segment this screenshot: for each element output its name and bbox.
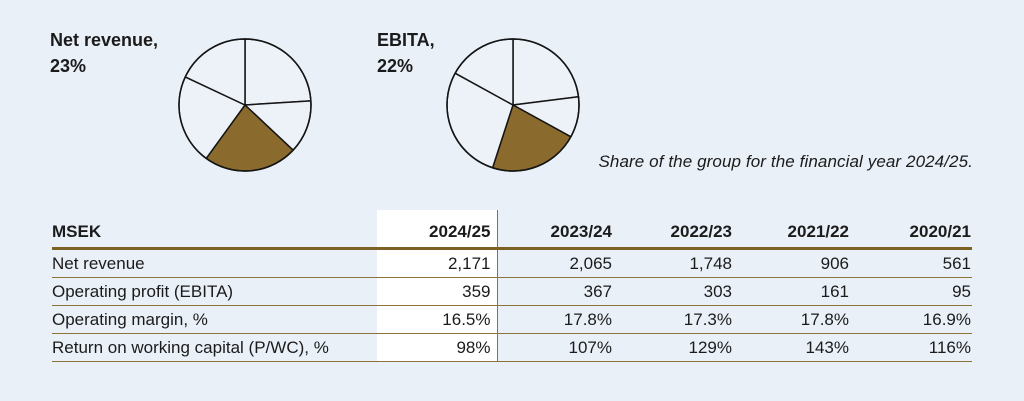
pie-slice (512, 38, 580, 106)
value-cell: 161 (738, 277, 855, 306)
value-cell: 367 (497, 277, 618, 306)
table-row: Return on working capital (P/WC), % 98% 10… (52, 333, 972, 362)
net-revenue-pie-chart (178, 38, 312, 172)
table-row: Operating profit (EBITA) 359 367 303 161 95 (52, 277, 972, 306)
value-cell: 16.5% (377, 305, 498, 334)
ebita-pie-label-line1: EBITA, (377, 30, 435, 50)
row-label-cell: Operating profit (EBITA) (52, 277, 377, 306)
value-cell: 16.9% (855, 305, 972, 334)
table-header-year: 2022/23 (618, 210, 738, 250)
table-row: Net revenue 2,171 2,065 1,748 906 561 (52, 248, 972, 278)
financials-table-container: MSEK 2024/25 2023/24 2022/23 2021/22 2020/21 … (52, 210, 972, 362)
row-label-cell: Operating margin, % (52, 305, 377, 334)
value-cell: 2,065 (497, 248, 618, 278)
value-cell: 107% (497, 333, 618, 362)
ebita-pie-chart (446, 38, 580, 172)
financials-table-body: Net revenue 2,171 2,065 1,748 906 561 Operatin… (52, 248, 972, 362)
pie-outline (178, 38, 312, 172)
caption-text: Share of the group for the financial yea… (598, 152, 973, 171)
net-revenue-pie-label-line1: Net revenue, (50, 30, 159, 50)
net-revenue-pie-label: Net revenue, 23% (50, 27, 158, 79)
value-cell: 17.8% (497, 305, 618, 334)
value-cell: 303 (618, 277, 738, 306)
ebita-pie-label: EBITA, 22% (377, 27, 435, 79)
table-header-msek: MSEK (52, 210, 377, 250)
value-cell: 2,171 (377, 248, 498, 278)
pie-outline (446, 38, 580, 172)
net-revenue-pie-label-line2: 23% (50, 56, 87, 76)
value-cell: 359 (377, 277, 498, 306)
financials-table: MSEK 2024/25 2023/24 2022/23 2021/22 2020/21 … (52, 210, 972, 362)
row-label-cell: Net revenue (52, 248, 377, 278)
value-cell: 129% (618, 333, 738, 362)
value-cell: 116% (855, 333, 972, 362)
value-cell: 561 (855, 248, 972, 278)
pie-slice (244, 38, 312, 106)
value-cell: 906 (738, 248, 855, 278)
table-header-year: 2023/24 (497, 210, 618, 250)
table-header-year: 2024/25 (377, 210, 498, 250)
value-cell: 17.8% (738, 305, 855, 334)
value-cell: 1,748 (618, 248, 738, 278)
value-cell: 143% (738, 333, 855, 362)
value-cell: 98% (377, 333, 498, 362)
table-row: Operating margin, % 16.5% 17.8% 17.3% 17.8% 1… (52, 305, 972, 334)
table-header-year: 2021/22 (738, 210, 855, 250)
value-cell: 17.3% (618, 305, 738, 334)
row-label-cell: Return on working capital (P/WC), % (52, 333, 377, 362)
ebita-pie-label-line2: 22% (377, 56, 414, 76)
value-cell: 95 (855, 277, 972, 306)
financials-table-header: MSEK 2024/25 2023/24 2022/23 2021/22 2020/21 (52, 210, 972, 250)
table-header-year: 2020/21 (855, 210, 972, 250)
